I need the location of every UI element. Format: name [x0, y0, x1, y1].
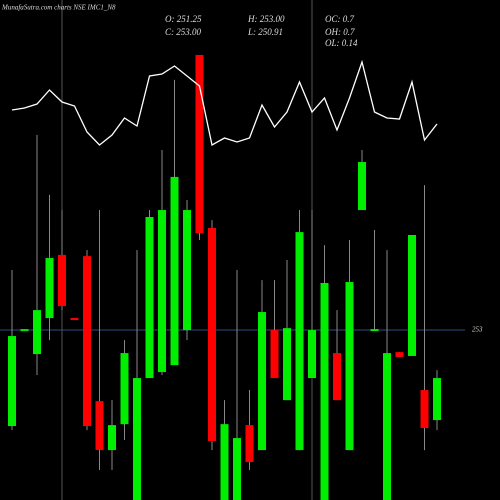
candle-body	[170, 176, 179, 366]
info: H: 253.00	[247, 14, 285, 24]
candle-body	[120, 353, 129, 425]
candle-body	[395, 352, 404, 357]
candle-body	[308, 330, 316, 379]
info: OH: 0.7	[325, 27, 355, 37]
candle-body	[33, 310, 41, 355]
candle-body	[233, 438, 241, 500]
info: OL: 0.14	[325, 38, 358, 48]
candle-body	[145, 216, 154, 379]
candle-body	[108, 425, 116, 451]
candle-body	[45, 258, 54, 319]
candle-body	[20, 329, 29, 332]
candle-body	[58, 254, 66, 307]
candle-body	[358, 162, 366, 211]
candle-body	[295, 232, 304, 451]
candle-body	[383, 353, 391, 500]
candle-body	[433, 378, 441, 421]
candle-body	[8, 336, 16, 427]
candle-body	[258, 312, 266, 451]
candle-body	[333, 353, 341, 401]
candle-body	[70, 318, 79, 321]
candle-body	[320, 283, 329, 500]
candle-body	[270, 330, 279, 379]
candle-body	[420, 390, 429, 428]
candle-body	[208, 228, 216, 441]
info: L: 250.91	[247, 27, 283, 37]
candle-body	[370, 329, 379, 332]
candle-body	[183, 210, 191, 331]
candle-body	[245, 425, 254, 463]
info: O: 251.25	[165, 14, 202, 24]
candle-body	[195, 54, 204, 234]
info: OC: 0.7	[325, 14, 354, 24]
candle-body	[283, 328, 291, 401]
candle-body	[220, 424, 229, 500]
candle-body	[83, 256, 91, 427]
candle-body	[133, 378, 141, 500]
candle-body	[158, 210, 166, 373]
indicator-line	[11, 59, 438, 146]
candle-body	[345, 282, 354, 451]
candle-body	[408, 234, 416, 356]
y-tick-label: 253	[472, 326, 483, 334]
chart-title: MunafaSutra.com charts NSE IMC1_N8	[1, 4, 116, 12]
info: C: 253.00	[165, 27, 202, 37]
candle-body	[95, 401, 104, 451]
